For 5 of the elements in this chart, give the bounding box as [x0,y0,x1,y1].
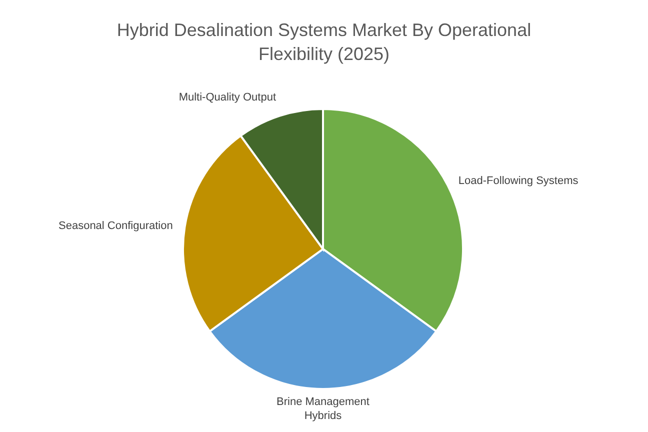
slice-label: Load-Following Systems [458,174,579,187]
chart-title: Hybrid Desalination Systems Market By Operational Flexibility (2025) [116,20,532,64]
slice-label: Seasonal Configuration [58,220,173,232]
slice-label: Brine Management Hybrids [276,396,370,422]
slice-label: Multi-Quality Output [178,91,276,104]
